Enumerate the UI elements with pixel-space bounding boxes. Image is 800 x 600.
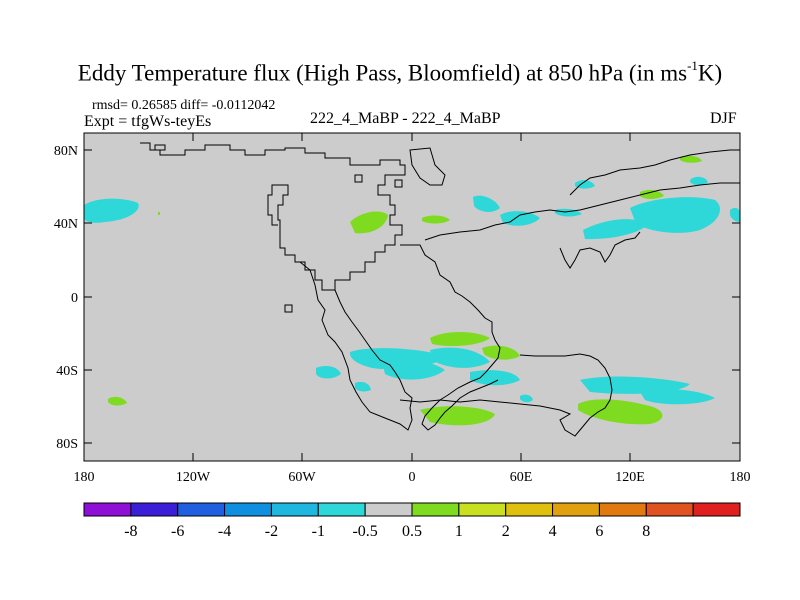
- colorbar-label-7: 1: [455, 523, 463, 540]
- continent-outlines: [140, 142, 740, 437]
- title-superscript: -1: [687, 58, 698, 73]
- lat-label-80s: 80S: [56, 437, 78, 452]
- colorbar: -8 -6 -4 -2 -1 -0.5 0.5 1 2 4 6 8: [83, 502, 741, 540]
- south-america-outline: [299, 261, 413, 431]
- colorbar-box-6: [364, 502, 413, 517]
- title-main-text: Eddy Temperature flux (High Pass, Bloomf…: [77, 60, 688, 86]
- colorbar-label-10: 6: [595, 523, 603, 540]
- colorbar-box-8: [458, 502, 507, 517]
- colorbar-box-10: [552, 502, 600, 517]
- island-4-outline: [354, 174, 363, 183]
- colorbar-box-3: [224, 502, 272, 517]
- colorbar-box-11: [598, 502, 647, 517]
- island-2-outline: [284, 304, 293, 313]
- island-1-outline: [154, 144, 166, 151]
- colorbar-box-9: [505, 502, 554, 517]
- colorbar-label-0: -8: [124, 523, 137, 540]
- season-label: DJF: [710, 110, 737, 127]
- greenland-outline: [409, 147, 446, 186]
- colorbar-box-0: [83, 502, 132, 517]
- colorbar-label-4: -1: [312, 523, 325, 540]
- lon-label-0: 0: [409, 470, 416, 485]
- model-difference-label: 222_4_MaBP - 222_4_MaBP: [310, 110, 501, 127]
- island-3-outline: [394, 179, 403, 188]
- colorbar-label-11: 8: [642, 523, 650, 540]
- colorbar-label-5: -0.5: [352, 523, 377, 540]
- colorbar-box-4: [270, 502, 319, 517]
- lat-label-80n: 80N: [54, 144, 78, 159]
- colorbar-label-1: -6: [171, 523, 184, 540]
- colorbar-label-6: 0.5: [402, 523, 422, 540]
- colorbar-label-8: 2: [502, 523, 510, 540]
- plot-title: Eddy Temperature flux (High Pass, Bloomf…: [0, 58, 800, 87]
- colorbar-box-12: [645, 502, 694, 517]
- colorbar-box-1: [130, 502, 179, 517]
- colorbar-label-2: -4: [218, 523, 231, 540]
- colorbar-box-5: [317, 502, 366, 517]
- colorbar-label-3: -2: [265, 523, 278, 540]
- colorbar-box-13: [692, 502, 741, 517]
- lon-label-180e: 180: [730, 470, 751, 485]
- lon-label-180w: 180: [74, 470, 95, 485]
- colorbar-label-9: 4: [549, 523, 557, 540]
- lon-label-60e: 60E: [510, 470, 533, 485]
- longitude-labels: 180 120W 60W 0 60E 120E 180: [74, 470, 751, 485]
- antarctica-outline: [399, 353, 613, 437]
- axis-ticks: [83, 133, 741, 461]
- eurasia-outline: [424, 149, 740, 269]
- colorbar-box-2: [177, 502, 226, 517]
- colorbar-box-7: [411, 502, 460, 517]
- negative-anomaly-regions: [84, 176, 740, 405]
- positive-anomaly-regions: [108, 155, 702, 426]
- experiment-label: Expt = tfgWs-teyEs: [84, 113, 212, 130]
- lon-label-120e: 120E: [615, 470, 645, 485]
- title-end-text: K): [697, 60, 723, 86]
- latitude-labels: 80N 40N 0 40S 80S: [54, 144, 78, 452]
- lat-label-40s: 40S: [56, 364, 78, 379]
- lon-label-60w: 60W: [288, 470, 316, 485]
- africa-outline: [400, 244, 501, 431]
- lat-label-0: 0: [71, 291, 78, 306]
- lat-label-40n: 40N: [54, 217, 78, 232]
- north-america-outline: [140, 142, 406, 291]
- stats-label: rmsd= 0.26585 diff= -0.0112042: [92, 98, 276, 113]
- lon-label-120w: 120W: [176, 470, 211, 485]
